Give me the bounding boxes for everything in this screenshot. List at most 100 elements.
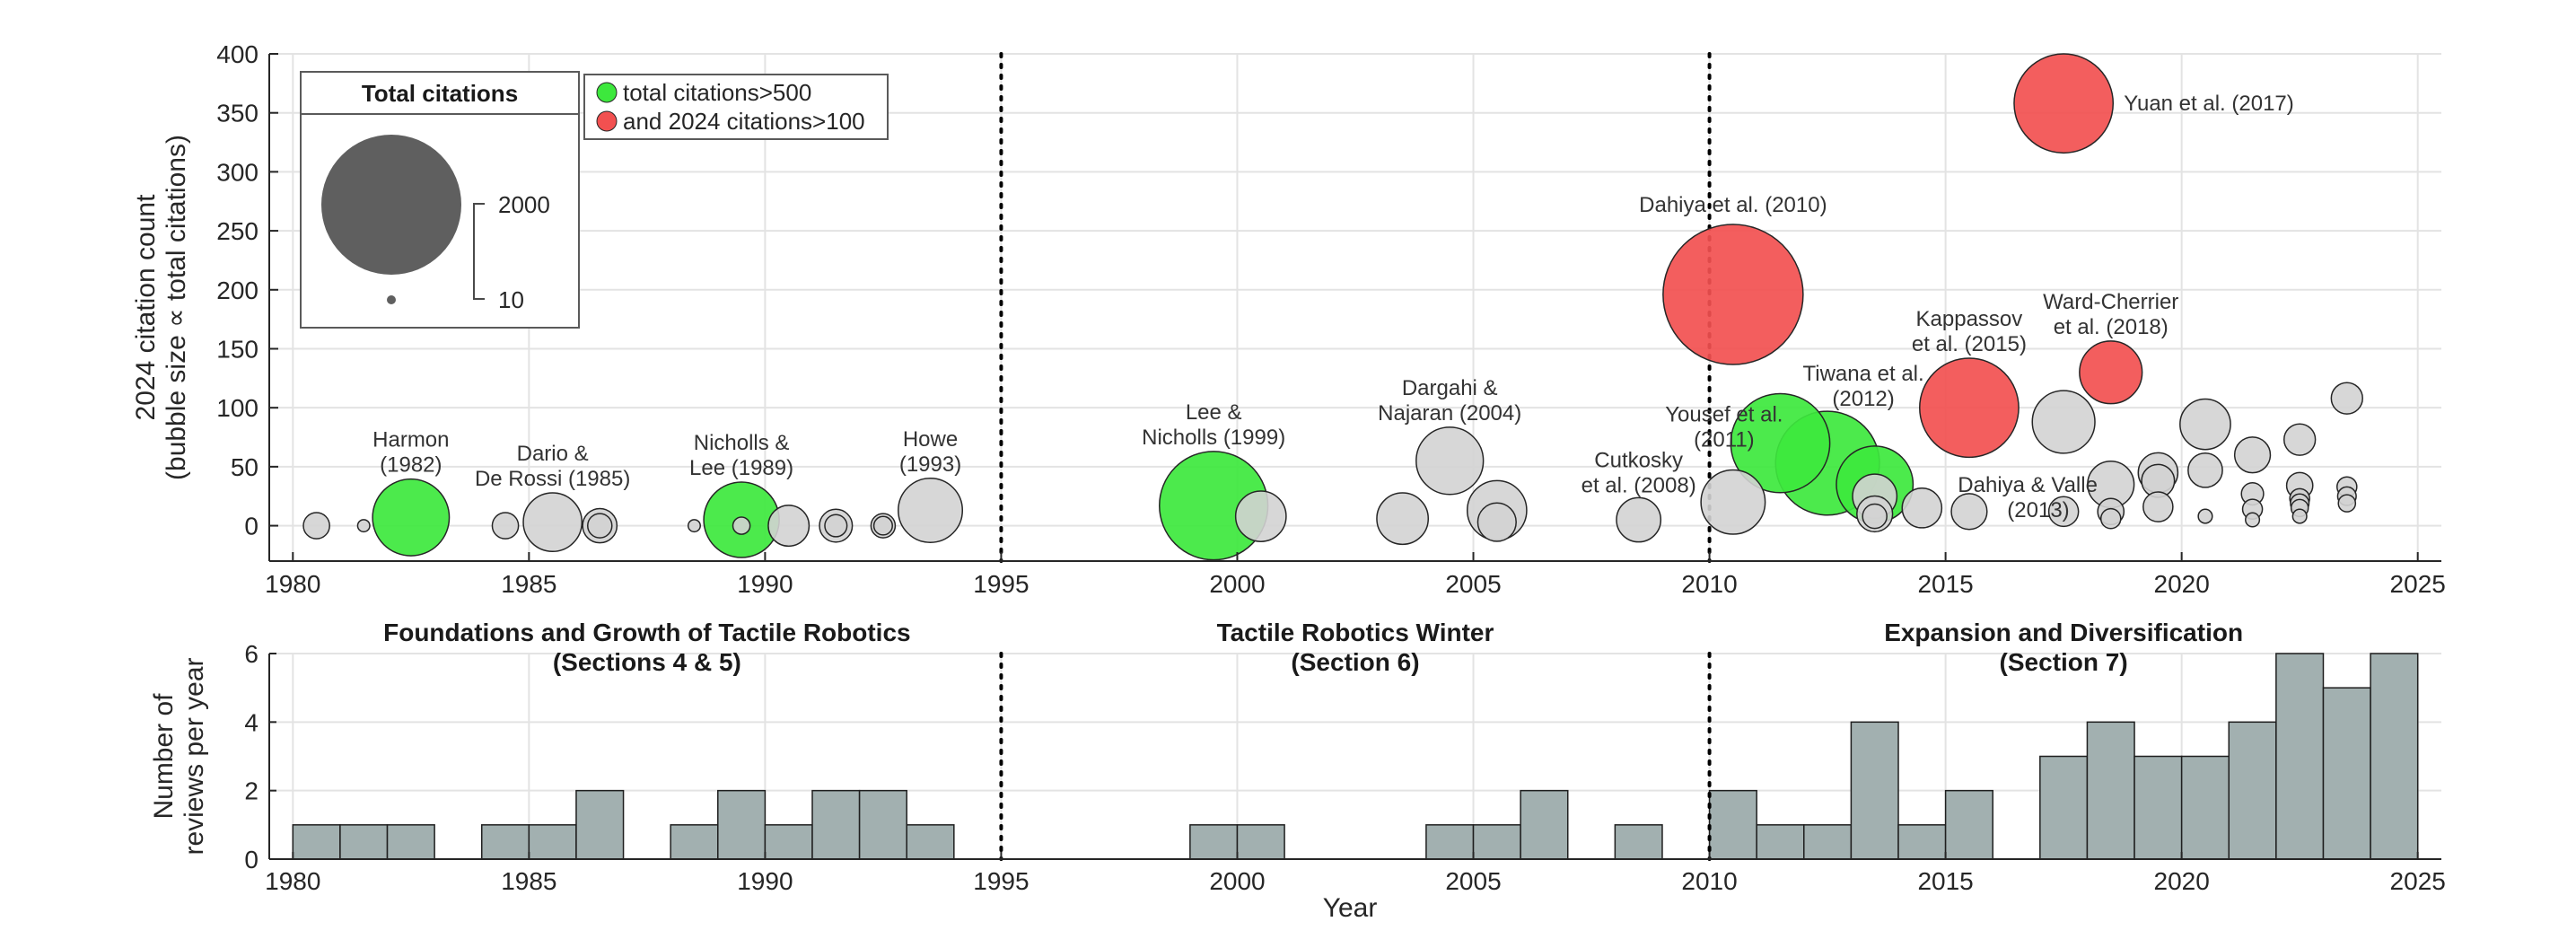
bubble-green-1 xyxy=(372,478,451,557)
bubble-chart-x-tick-label: 1985 xyxy=(501,570,556,598)
bubble-annotation-line: Lee (1989) xyxy=(689,456,793,480)
bubble-gray-60 xyxy=(2337,494,2357,513)
histogram-bar-2017 xyxy=(2039,755,2089,860)
bubble-annotation-line: et al. (2015) xyxy=(1912,332,2027,356)
histogram-bar-2024 xyxy=(2370,653,2419,860)
histogram-bar-2005 xyxy=(1472,824,1521,860)
histogram-bar-1984 xyxy=(480,824,530,860)
histogram-bar-1985 xyxy=(528,824,577,860)
bubble-gray-57 xyxy=(2330,382,2363,415)
histogram-axes: 1980 1985 1990 1995 2000 2005 2010 2015 2020 2025… xyxy=(244,640,2445,895)
histogram-bar-1993 xyxy=(906,824,955,860)
size-legend: Total citations 2000 10 xyxy=(300,71,580,329)
bubble-gray-35 xyxy=(2031,390,2096,454)
bubble-annotation: Yousef et al.(2011) xyxy=(1665,403,1783,452)
histogram-bar-1992 xyxy=(858,789,907,860)
histogram-x-tick-label: 2005 xyxy=(1445,867,1501,895)
era-title-line1: Tactile Robotics Winter xyxy=(1217,619,1494,646)
histogram-y-axis-label: Number of reviews per year xyxy=(149,657,209,855)
histogram-y-tick-label: 2 xyxy=(244,777,258,805)
bubble-gray-50 xyxy=(2245,512,2261,528)
size-legend-small-value: 10 xyxy=(498,286,524,313)
bubble-annotation: Tiwana et al.(2012) xyxy=(1802,362,1923,411)
bubble-annotation: Dargahi &Najaran (2004) xyxy=(1378,376,1521,426)
era-title: Foundations and Growth of Tactile Roboti… xyxy=(383,619,910,676)
bubble-annotation-line: Dario & xyxy=(517,442,589,466)
bubble-annotation-line: Dahiya & Valle xyxy=(1958,473,2098,497)
bubble-chart-y-tick-label: 100 xyxy=(216,394,258,422)
histogram-panel: Foundations and Growth of Tactile Roboti… xyxy=(149,619,2446,923)
histogram-x-tick-label: 2020 xyxy=(2154,867,2210,895)
bubble-annotation-line: Howe xyxy=(903,427,958,452)
bubble-gray-45 xyxy=(2187,452,2223,488)
histogram-bar-2004 xyxy=(1425,824,1475,860)
histogram-bar-2006 xyxy=(1520,789,1569,860)
histogram-x-tick-label: 2000 xyxy=(1209,867,1265,895)
bubble-gray-30 xyxy=(1862,503,1888,530)
bubble-gray-6 xyxy=(587,513,613,539)
era-title-line2: (Section 6) xyxy=(1291,648,1419,676)
bubble-chart-y-tick-label: 50 xyxy=(231,453,258,481)
era-title-line2: (Section 7) xyxy=(2000,648,2128,676)
bubble-red-24 xyxy=(1662,224,1804,365)
bubble-annotation-line: (1982) xyxy=(380,453,442,478)
bubble-annotation-line: Dargahi & xyxy=(1402,376,1498,400)
bubble-gray-0 xyxy=(302,512,330,540)
bubble-chart-x-tick-label: 2020 xyxy=(2154,570,2210,598)
histogram-y-tick-label: 6 xyxy=(244,640,258,668)
histogram-x-tick-label: 1980 xyxy=(265,867,320,895)
size-legend-title: Total citations xyxy=(362,80,518,107)
bubble-annotation: Nicholls &Lee (1989) xyxy=(689,431,793,480)
bubble-red-37 xyxy=(2079,340,2143,405)
bubble-green-25 xyxy=(1730,392,1831,494)
bubble-chart-y-tick-label: 150 xyxy=(216,335,258,363)
bubble-gray-31 xyxy=(1901,487,1943,529)
category-legend-red-marker xyxy=(596,110,618,132)
histogram-bar-1990 xyxy=(764,824,813,860)
size-legend-bracket xyxy=(473,203,485,300)
bubble-gray-10 xyxy=(767,505,810,548)
histogram-x-tick-label: 1995 xyxy=(973,867,1029,895)
histogram-bar-2023 xyxy=(2322,687,2371,860)
bubble-annotation-line: et al. (2008) xyxy=(1582,473,1696,497)
category-legend: total citations>500 and 2024 citations>1… xyxy=(583,74,889,140)
histogram-bars xyxy=(292,653,2419,860)
bubble-gray-40 xyxy=(2099,507,2122,530)
histogram-x-tick-label: 2025 xyxy=(2390,867,2446,895)
size-legend-large-value: 2000 xyxy=(498,191,550,218)
bubble-chart-x-tick-label: 1995 xyxy=(973,570,1029,598)
bubble-annotation: Dario &De Rossi (1985) xyxy=(475,442,630,491)
bubble-chart-panel: Harmon(1982) Dario &De Rossi (1985) Nichol… xyxy=(131,40,2446,598)
bubble-gray-43 xyxy=(2142,491,2174,522)
bubble-annotation: Yuan et al. (2017) xyxy=(2124,92,2293,116)
era-title-line1: Foundations and Growth of Tactile Roboti… xyxy=(383,619,910,646)
bubble-gray-3 xyxy=(491,512,520,540)
histogram-bar-1986 xyxy=(575,789,625,860)
bubble-annotation-line: (2011) xyxy=(1694,428,1755,452)
histogram-bar-2020 xyxy=(2180,755,2230,860)
histogram-bar-2015 xyxy=(1944,789,1993,860)
histogram-x-tick-label: 2010 xyxy=(1681,867,1737,895)
bubble-annotation-line: (1993) xyxy=(899,452,961,477)
bubble-gray-7 xyxy=(687,519,701,533)
bubble-chart-x-tick-label: 1990 xyxy=(737,570,793,598)
bubble-chart-y-axis-label-line: 2024 citation count xyxy=(131,194,161,421)
bubble-gray-56 xyxy=(2291,508,2308,524)
histogram-bar-2021 xyxy=(2228,721,2277,860)
histogram-bar-2019 xyxy=(2134,755,2183,860)
histogram-bar-2013 xyxy=(1850,721,1899,860)
histogram-x-tick-label: 2015 xyxy=(1917,867,1973,895)
bubble-annotation-line: Najaran (2004) xyxy=(1378,401,1521,426)
bubble-gray-9 xyxy=(732,516,751,535)
bubble-chart-bubbles xyxy=(302,53,2363,561)
histogram-bar-2012 xyxy=(1803,824,1853,860)
category-legend-green-marker xyxy=(596,82,618,103)
bubble-annotation: Harmon(1982) xyxy=(372,428,449,478)
bubble-annotation-line: De Rossi (1985) xyxy=(475,467,630,491)
bubble-gray-17 xyxy=(1234,490,1287,542)
histogram-bar-2000 xyxy=(1236,824,1285,860)
era-title-line1: Expansion and Diversification xyxy=(1884,619,2243,646)
bubble-gray-47 xyxy=(2233,436,2272,474)
bubble-annotation: Dahiya & Valle(2013) xyxy=(1958,473,2098,522)
